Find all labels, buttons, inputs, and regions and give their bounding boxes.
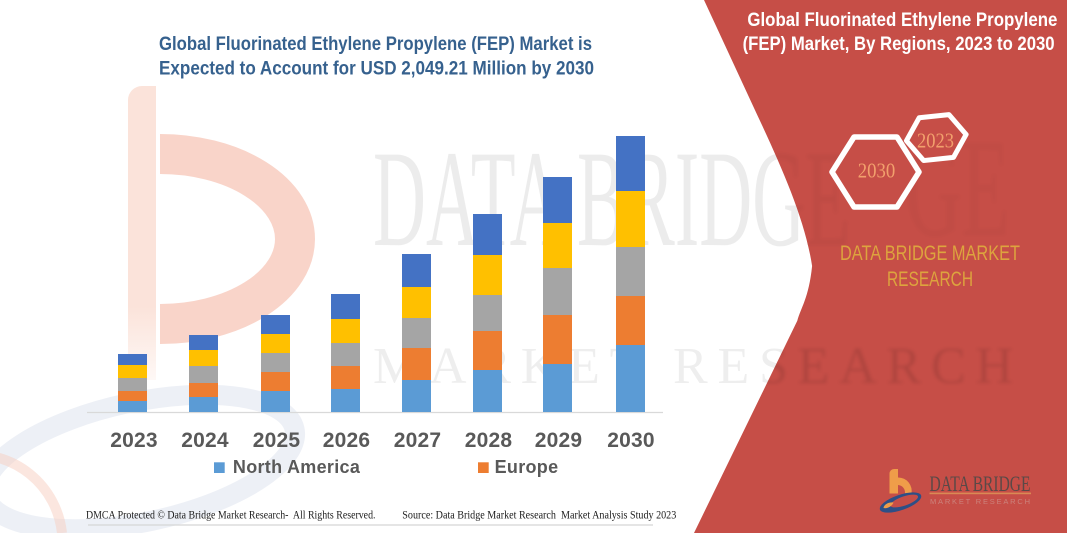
svg-text:2029: 2029 xyxy=(535,429,583,452)
svg-text:MARKET RESEARCH: MARKET RESEARCH xyxy=(373,338,1013,395)
svg-text:2028: 2028 xyxy=(465,429,513,452)
svg-text:2027: 2027 xyxy=(394,429,442,452)
svg-text:2026: 2026 xyxy=(323,429,371,452)
svg-text:RESEARCH: RESEARCH xyxy=(887,267,973,291)
svg-text:DATA BRIDGE MARKET: DATA BRIDGE MARKET xyxy=(840,241,1020,265)
svg-text:Source: Data Bridge Market Res: Source: Data Bridge Market Research Mark… xyxy=(402,509,676,521)
svg-text:DATA BRIDGE: DATA BRIDGE xyxy=(373,123,850,275)
svg-text:MARKET RESEARCH: MARKET RESEARCH xyxy=(930,497,1030,506)
svg-text:Global Fluorinated Ethylene Pr: Global Fluorinated Ethylene Propylene xyxy=(747,9,1057,31)
svg-text:2024: 2024 xyxy=(181,429,229,452)
svg-text:2030: 2030 xyxy=(607,429,655,452)
svg-text:Expected to Account for USD 2,: Expected to Account for USD 2,049.21 Mil… xyxy=(159,59,594,80)
svg-text:2023: 2023 xyxy=(917,129,954,153)
svg-text:Europe: Europe xyxy=(495,457,559,477)
svg-text:North America: North America xyxy=(233,457,361,477)
svg-text:2025: 2025 xyxy=(253,429,301,452)
svg-text:2023: 2023 xyxy=(110,429,158,452)
svg-text:Global Fluorinated Ethylene Pr: Global Fluorinated Ethylene Propylene (F… xyxy=(159,34,592,55)
svg-text:DATA BRIDGE: DATA BRIDGE xyxy=(930,471,1031,496)
svg-text:(FEP) Market, By Regions, 2023: (FEP) Market, By Regions, 2023 to 2030 xyxy=(743,33,1055,55)
svg-text:2030: 2030 xyxy=(858,158,896,182)
svg-text:DMCA Protected © Data Bridge M: DMCA Protected © Data Bridge Market Rese… xyxy=(86,509,376,521)
